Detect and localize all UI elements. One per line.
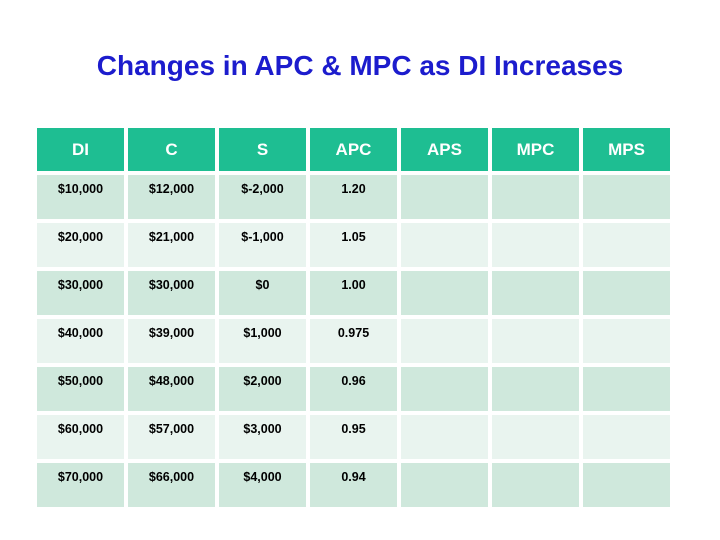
cell-c: $48,000 bbox=[128, 367, 215, 411]
apc-mpc-table: DI C S APC APS MPC MPS $10,000 $12,000 $-2,000 1.… bbox=[33, 124, 674, 511]
cell-c: $57,000 bbox=[128, 415, 215, 459]
empty-cell-aps bbox=[401, 415, 488, 459]
table-row: $40,000 $39,000 $1,000 0.975 bbox=[37, 319, 670, 363]
empty-cell-mps bbox=[583, 415, 670, 459]
empty-cell-mps bbox=[583, 175, 670, 219]
column-header-s: S bbox=[219, 128, 306, 171]
empty-cell-mps bbox=[583, 319, 670, 363]
cell-s: $-2,000 bbox=[219, 175, 306, 219]
column-header-aps: APS bbox=[401, 128, 488, 171]
empty-cell-mpc bbox=[492, 175, 579, 219]
empty-cell-mpc bbox=[492, 367, 579, 411]
table-row: $60,000 $57,000 $3,000 0.95 bbox=[37, 415, 670, 459]
table-row: $70,000 $66,000 $4,000 0.94 bbox=[37, 463, 670, 507]
cell-apc: 0.96 bbox=[310, 367, 397, 411]
empty-cell-mps bbox=[583, 271, 670, 315]
cell-apc: 1.20 bbox=[310, 175, 397, 219]
table-row: $20,000 $21,000 $-1,000 1.05 bbox=[37, 223, 670, 267]
table-row: $50,000 $48,000 $2,000 0.96 bbox=[37, 367, 670, 411]
cell-c: $12,000 bbox=[128, 175, 215, 219]
column-header-apc: APC bbox=[310, 128, 397, 171]
cell-s: $2,000 bbox=[219, 367, 306, 411]
cell-s: $0 bbox=[219, 271, 306, 315]
cell-c: $66,000 bbox=[128, 463, 215, 507]
cell-di: $30,000 bbox=[37, 271, 124, 315]
cell-c: $39,000 bbox=[128, 319, 215, 363]
cell-di: $70,000 bbox=[37, 463, 124, 507]
column-header-mpc: MPC bbox=[492, 128, 579, 171]
cell-di: $40,000 bbox=[37, 319, 124, 363]
cell-apc: 0.95 bbox=[310, 415, 397, 459]
empty-cell-mpc bbox=[492, 319, 579, 363]
cell-di: $50,000 bbox=[37, 367, 124, 411]
table-body: $10,000 $12,000 $-2,000 1.20 $20,000 $21,000 $… bbox=[37, 175, 670, 507]
cell-di: $60,000 bbox=[37, 415, 124, 459]
cell-apc: 0.975 bbox=[310, 319, 397, 363]
cell-apc: 1.00 bbox=[310, 271, 397, 315]
empty-cell-mpc bbox=[492, 271, 579, 315]
column-header-mps: MPS bbox=[583, 128, 670, 171]
cell-apc: 0.94 bbox=[310, 463, 397, 507]
empty-cell-mpc bbox=[492, 223, 579, 267]
empty-cell-aps bbox=[401, 463, 488, 507]
cell-s: $3,000 bbox=[219, 415, 306, 459]
empty-cell-mps bbox=[583, 223, 670, 267]
empty-cell-mpc bbox=[492, 463, 579, 507]
cell-s: $1,000 bbox=[219, 319, 306, 363]
table-head: DI C S APC APS MPC MPS bbox=[37, 128, 670, 171]
column-header-c: C bbox=[128, 128, 215, 171]
page-title: Changes in APC & MPC as DI Increases bbox=[96, 50, 624, 81]
table-row: $10,000 $12,000 $-2,000 1.20 bbox=[37, 175, 670, 219]
cell-di: $20,000 bbox=[37, 223, 124, 267]
empty-cell-aps bbox=[401, 271, 488, 315]
table-header-row: DI C S APC APS MPC MPS bbox=[37, 128, 670, 171]
cell-s: $-1,000 bbox=[219, 223, 306, 267]
cell-c: $21,000 bbox=[128, 223, 215, 267]
cell-apc: 1.05 bbox=[310, 223, 397, 267]
table-row: $30,000 $30,000 $0 1.00 bbox=[37, 271, 670, 315]
empty-cell-mps bbox=[583, 367, 670, 411]
empty-cell-mps bbox=[583, 463, 670, 507]
empty-cell-aps bbox=[401, 175, 488, 219]
empty-cell-aps bbox=[401, 223, 488, 267]
cell-s: $4,000 bbox=[219, 463, 306, 507]
cell-c: $30,000 bbox=[128, 271, 215, 315]
cell-di: $10,000 bbox=[37, 175, 124, 219]
empty-cell-mpc bbox=[492, 415, 579, 459]
column-header-di: DI bbox=[37, 128, 124, 171]
empty-cell-aps bbox=[401, 319, 488, 363]
empty-cell-aps bbox=[401, 367, 488, 411]
